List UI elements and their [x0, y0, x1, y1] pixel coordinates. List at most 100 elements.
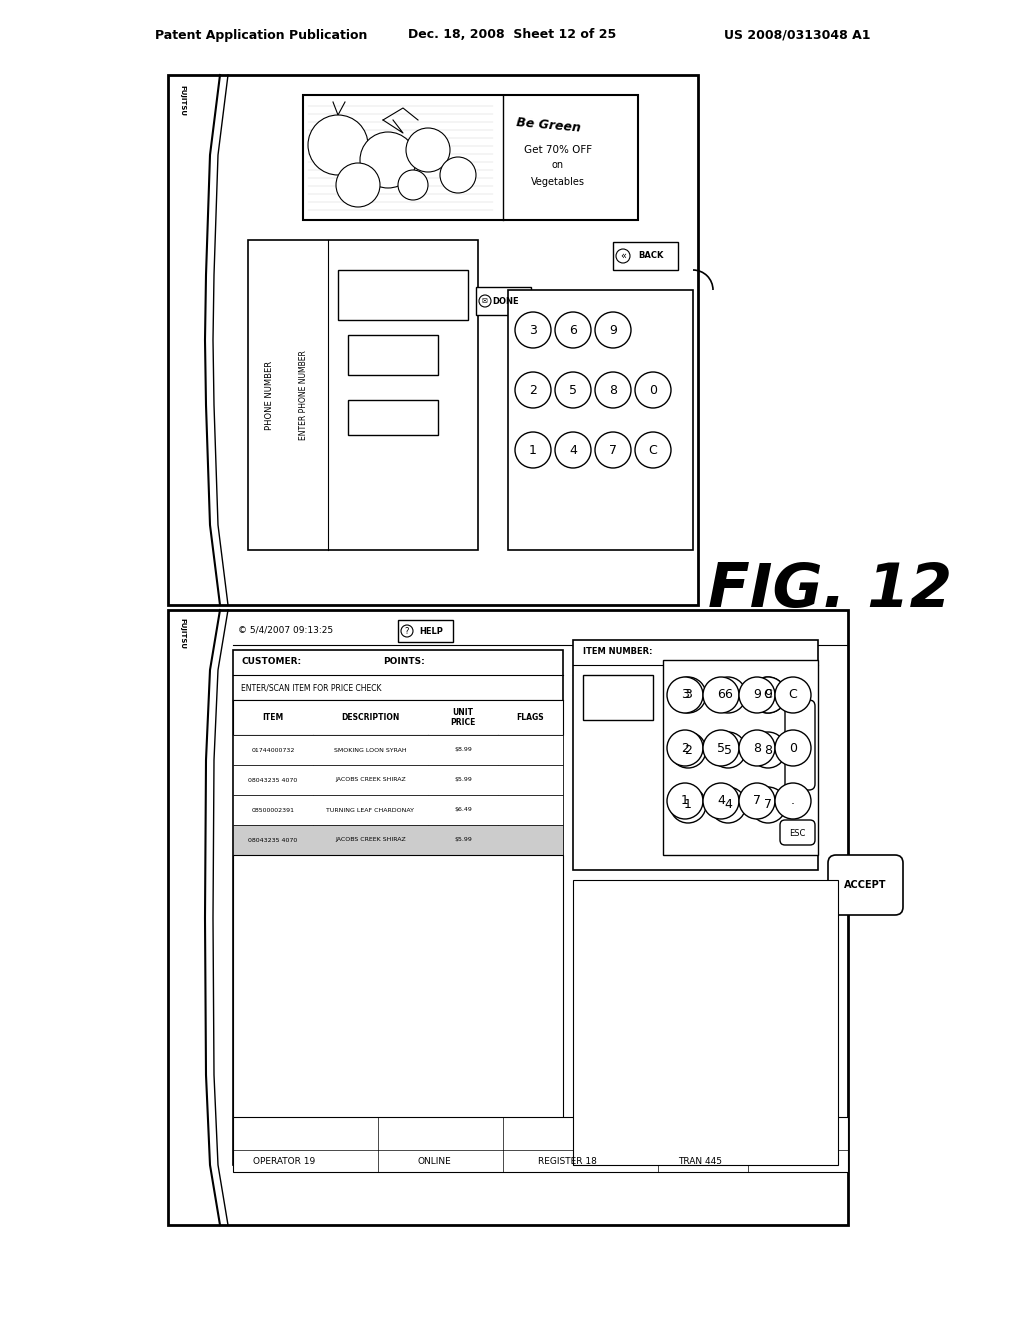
Circle shape	[616, 249, 630, 263]
Circle shape	[595, 372, 631, 408]
Bar	[663, 660, 818, 855]
Text: ITEM NUMBER:: ITEM NUMBER:	[583, 648, 652, 656]
Text: $6.49: $6.49	[454, 808, 472, 813]
Circle shape	[775, 783, 811, 818]
Circle shape	[515, 312, 551, 348]
Text: 08500002391: 08500002391	[252, 808, 295, 813]
Text: $5.99: $5.99	[454, 837, 472, 842]
Circle shape	[595, 312, 631, 348]
Circle shape	[398, 170, 428, 201]
Bar	[398, 620, 453, 642]
Text: 5: 5	[724, 743, 732, 756]
Bar	[233, 766, 563, 795]
Text: HELP: HELP	[419, 627, 443, 635]
Text: 3: 3	[684, 689, 692, 701]
Circle shape	[775, 677, 811, 713]
Bar	[233, 855, 563, 1166]
Bar	[573, 880, 838, 1166]
Text: 0: 0	[649, 384, 657, 396]
Circle shape	[775, 730, 811, 766]
Circle shape	[710, 733, 746, 768]
Circle shape	[635, 372, 671, 408]
Text: 2: 2	[684, 743, 692, 756]
Circle shape	[710, 677, 746, 713]
Text: 8: 8	[753, 742, 761, 755]
Text: Vegetables: Vegetables	[531, 177, 585, 187]
Bar	[348, 400, 438, 436]
Text: 6: 6	[569, 323, 577, 337]
Circle shape	[515, 372, 551, 408]
Text: 1: 1	[684, 799, 692, 812]
Text: ENTER/SCAN ITEM FOR PRICE CHECK: ENTER/SCAN ITEM FOR PRICE CHECK	[241, 684, 382, 693]
Text: ?: ?	[404, 627, 410, 635]
Text: 6: 6	[724, 689, 732, 701]
Text: ENTER PHONE NUMBER: ENTER PHONE NUMBER	[299, 350, 307, 440]
Text: Be Green: Be Green	[515, 116, 581, 135]
Text: .: .	[791, 795, 795, 808]
Circle shape	[703, 730, 739, 766]
Circle shape	[750, 677, 786, 713]
Text: 4: 4	[717, 795, 725, 808]
Circle shape	[667, 677, 703, 713]
Text: JACOBS CREEK SHIRAZ: JACOBS CREEK SHIRAZ	[335, 837, 406, 842]
Circle shape	[440, 157, 476, 193]
Circle shape	[635, 432, 671, 469]
Text: 4: 4	[569, 444, 577, 457]
Text: ONLINE: ONLINE	[418, 1158, 452, 1167]
Circle shape	[336, 162, 380, 207]
Text: 2: 2	[529, 384, 537, 396]
Text: 9: 9	[753, 689, 761, 701]
Text: OPERATOR 19: OPERATOR 19	[253, 1158, 315, 1167]
Text: SMOKING LOON SYRAH: SMOKING LOON SYRAH	[334, 747, 407, 752]
Text: 9: 9	[609, 323, 616, 337]
Text: C: C	[764, 689, 772, 701]
Text: TRAN 445: TRAN 445	[678, 1158, 722, 1167]
FancyBboxPatch shape	[780, 820, 815, 845]
Text: 7: 7	[764, 799, 772, 812]
Circle shape	[555, 312, 591, 348]
Text: 2: 2	[681, 742, 689, 755]
Text: US 2008/0313048 A1: US 2008/0313048 A1	[724, 29, 870, 41]
Text: «: «	[620, 251, 626, 261]
Circle shape	[670, 677, 706, 713]
Circle shape	[710, 787, 746, 822]
Text: ENTER: ENTER	[796, 733, 805, 758]
FancyBboxPatch shape	[828, 855, 903, 915]
Circle shape	[703, 783, 739, 818]
Text: ITEM: ITEM	[262, 713, 284, 722]
Bar	[233, 649, 563, 1166]
Text: 08043235 4070: 08043235 4070	[249, 837, 298, 842]
Text: DONE: DONE	[493, 297, 519, 305]
Text: 5: 5	[569, 384, 577, 396]
Bar	[233, 700, 563, 735]
Text: $5.99: $5.99	[454, 777, 472, 783]
Text: POINTS:: POINTS:	[383, 657, 425, 667]
FancyBboxPatch shape	[785, 700, 815, 789]
Circle shape	[739, 730, 775, 766]
Text: FUJITSU: FUJITSU	[179, 84, 185, 116]
Circle shape	[595, 432, 631, 469]
Text: 0: 0	[790, 742, 797, 755]
Bar	[168, 75, 698, 605]
Circle shape	[739, 677, 775, 713]
Text: FUJITSU: FUJITSU	[179, 618, 185, 649]
Bar	[348, 335, 438, 375]
Text: 9: 9	[764, 689, 772, 701]
Circle shape	[739, 783, 775, 818]
Bar	[583, 675, 653, 719]
Bar	[476, 286, 531, 315]
Bar	[573, 640, 818, 870]
Text: C: C	[788, 689, 798, 701]
Bar	[233, 795, 563, 825]
Bar	[168, 610, 848, 1225]
Text: ACCEPT: ACCEPT	[844, 880, 887, 890]
Text: FIG. 12: FIG. 12	[708, 561, 952, 619]
Text: on: on	[552, 160, 564, 170]
Bar	[613, 242, 678, 271]
Circle shape	[308, 115, 368, 176]
Circle shape	[703, 677, 739, 713]
Text: © 5/4/2007 09:13:25: © 5/4/2007 09:13:25	[238, 626, 333, 635]
Bar	[248, 240, 478, 550]
Text: 8: 8	[609, 384, 617, 396]
Circle shape	[515, 432, 551, 469]
